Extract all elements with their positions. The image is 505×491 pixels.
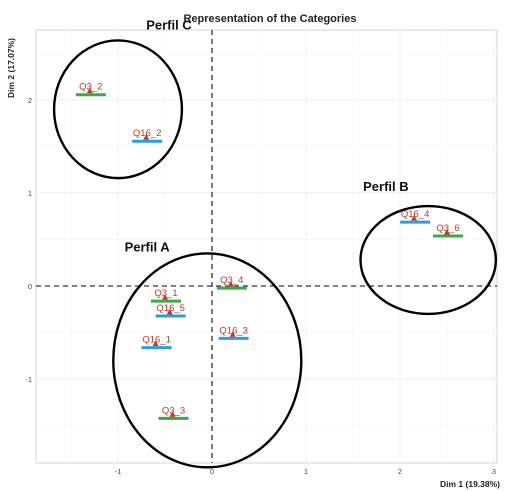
y-axis-title: Dim 2 (17.07%) (6, 38, 16, 98)
point-label: Q3_6 (436, 223, 459, 234)
point-marker (86, 87, 93, 94)
group-label: Perfil B (363, 179, 409, 194)
point-marker (411, 215, 418, 221)
point-label: Q3_4 (220, 275, 243, 286)
point-marker (227, 281, 234, 287)
chart-title: Representation of the Categories (184, 13, 357, 25)
group-ellipse (359, 204, 498, 316)
x-tick-label: -1 (115, 467, 122, 476)
x-tick-label: 0 (210, 467, 214, 476)
group-ellipse (52, 39, 184, 180)
y-tick-label: 1 (28, 189, 32, 198)
point-label: Q3_3 (162, 405, 185, 416)
x-tick-label: 1 (304, 467, 308, 476)
point-label: Q3_1 (154, 288, 177, 299)
point-marker (152, 340, 159, 347)
point-label: Q16_3 (219, 325, 248, 336)
point-label: Q16_5 (156, 303, 185, 314)
point-marker (143, 134, 150, 140)
point-label: Q16_4 (401, 209, 430, 220)
plot-frame (35, 29, 498, 464)
point-marker (229, 331, 236, 337)
y-tick-label: 0 (28, 282, 32, 291)
point-label: Q3_2 (79, 82, 102, 93)
group-label: Perfil C (146, 17, 192, 32)
x-axis-title: Dim 1 (19.38%) (440, 479, 500, 489)
point-label: Q16_2 (133, 128, 162, 139)
point-marker (169, 411, 176, 417)
point-marker (444, 229, 450, 235)
x-tick-label: 3 (492, 467, 496, 476)
point-marker (166, 309, 173, 315)
point-marker (162, 294, 168, 300)
point-label: Q16_1 (142, 335, 171, 346)
y-tick-label: -1 (25, 375, 32, 384)
group-ellipse (112, 252, 303, 469)
group-label: Perfil A (125, 240, 171, 255)
x-tick-label: 2 (398, 467, 402, 476)
y-tick-label: 2 (28, 96, 32, 105)
plot-area: -1 0 1 2 3 -1 0 1 2 Perfil C Perfil B Perfil A Q3_2 Q… (25, 17, 498, 476)
